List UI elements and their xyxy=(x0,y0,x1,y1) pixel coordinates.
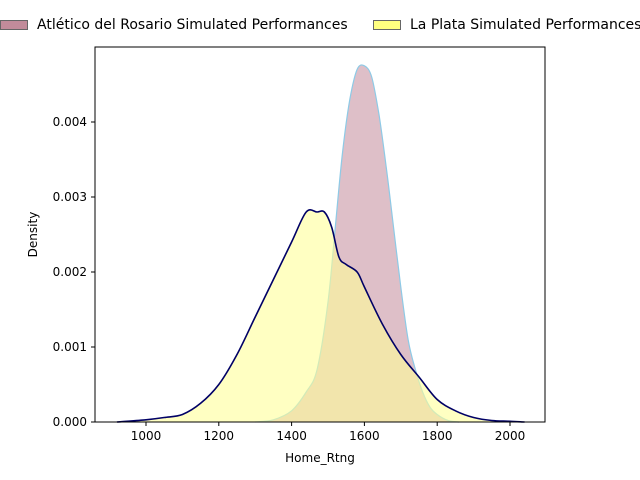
axes-frame xyxy=(94,46,546,423)
y-tick-label: 0.000 xyxy=(53,415,87,429)
legend-label-la-plata: La Plata Simulated Performances xyxy=(410,17,640,33)
density-line-1 xyxy=(116,209,525,423)
density-fill-0 xyxy=(255,64,459,422)
y-tick-label: 0.004 xyxy=(53,115,87,129)
x-tick-label: 1200 xyxy=(204,429,235,443)
x-axis-label: Home_Rtng xyxy=(285,451,355,465)
x-tick-label: 2000 xyxy=(495,429,526,443)
legend-swatch-atletico xyxy=(0,20,28,30)
x-tick-label: 1600 xyxy=(349,429,380,443)
legend-label-atletico: Atlético del Rosario Simulated Performan… xyxy=(37,17,348,33)
legend: Atlético del Rosario Simulated Performan… xyxy=(0,17,640,37)
y-tick-label: 0.001 xyxy=(53,340,87,354)
density-areas xyxy=(116,64,525,423)
x-axis-ticks: 1000 1200 1400 1600 1800 2000 xyxy=(131,422,526,443)
y-tick-label: 0.002 xyxy=(53,265,87,279)
y-axis-ticks: 0.000 0.001 0.002 0.003 0.004 xyxy=(53,115,95,429)
legend-swatch-la-plata xyxy=(373,20,401,30)
x-tick-label: 1000 xyxy=(131,429,162,443)
y-axis-label: Density xyxy=(26,212,40,258)
legend-item-atletico: Atlético del Rosario Simulated Performan… xyxy=(0,17,348,33)
x-tick-label: 1400 xyxy=(276,429,307,443)
x-tick-label: 1800 xyxy=(422,429,453,443)
density-fill-1 xyxy=(116,209,525,422)
y-tick-label: 0.003 xyxy=(53,190,87,204)
legend-item-la-plata: La Plata Simulated Performances xyxy=(373,17,640,33)
